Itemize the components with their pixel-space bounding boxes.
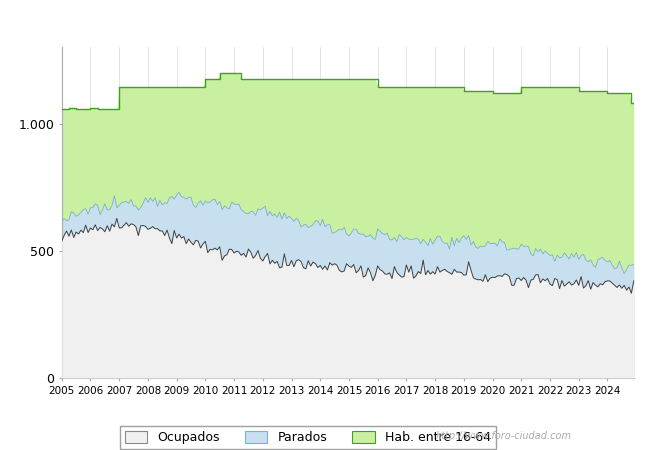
Text: Segura de la Sierra - Evolucion de la poblacion en edad de Trabajar Noviembre de: Segura de la Sierra - Evolucion de la po… xyxy=(25,12,625,26)
Legend: Ocupados, Parados, Hab. entre 16-64: Ocupados, Parados, Hab. entre 16-64 xyxy=(120,426,496,450)
Text: http://www.foro-ciudad.com: http://www.foro-ciudad.com xyxy=(436,431,572,441)
